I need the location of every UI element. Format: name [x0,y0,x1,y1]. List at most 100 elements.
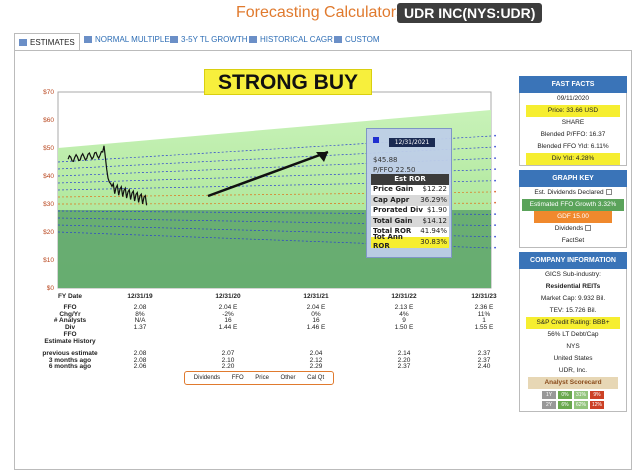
tab-estimates[interactable]: ESTIMATES [14,33,80,51]
history-cell: 2.08 [133,356,147,364]
info-exchange: NYS [566,343,580,350]
y-tick-label: $30 [43,201,54,208]
key-gdf[interactable]: GDF 15.00 [534,211,612,223]
history-row-label: previous estimate [42,350,98,357]
key-est-dividends[interactable]: Est. Dividends Declared [520,187,626,199]
chart-icon [84,36,92,44]
info-credit-rating: S&P Credit Rating: BBB+ [526,317,620,329]
info-market-cap: Market Cap: 9.932 Bil. [540,295,606,302]
legend-ffo[interactable]: FFO [231,375,244,381]
x-tick-label: 12/31/21 [303,293,329,300]
table-cell: 2.36 E [474,304,494,311]
info-tev: TEV: 15.726 Bil. [549,307,597,314]
score-row-2: 2Y 6% 62% 12% [520,401,626,409]
fast-facts-header: FAST FACTS [519,76,627,93]
tab-3-5y-tl-growth[interactable]: 3-5Y TL GROWTH [166,33,252,46]
rating-banner: STRONG BUY [204,69,372,95]
chart-icon [334,36,342,44]
y-tick-label: $60 [43,117,54,124]
history-cell: 2.37 [477,350,491,357]
table-cell: 2.04 E [218,304,238,311]
history-cell: 2.20 [397,356,411,364]
history-title: FFO [63,331,77,338]
x-tick-label: 12/31/19 [127,293,153,300]
estimate-popup: 12/31/2021 $45.88 P/FFO 22.50 Est ROR Pr… [366,128,452,258]
ror-row: Prorated Div $1.90 [373,206,447,215]
y-tick-label: $50 [43,145,54,152]
history-cell: 2.20 [221,363,235,370]
tab-historical-cagr[interactable]: HISTORICAL CAGR [245,33,337,46]
table-cell: 0% [311,310,321,318]
popup-price: $45.88 [373,156,398,164]
multiple-labels: • 22.50 • 21.00 • 19.50 • 18.00 • 16.50 • 15.… [494,134,498,252]
multiple-label: • 16.50 [494,179,498,185]
chart-icon [170,36,178,44]
multiple-label: • 15.00 [494,190,498,196]
history-cell: 2.06 [133,363,147,370]
ror-table: Est ROR Price Gain $12.22 Cap Appr 36.29% … [371,174,449,251]
y-tick-label: $20 [43,229,54,236]
table-row-label: Chg/Yr [59,310,81,318]
info-country: United States [553,355,593,362]
table-cell: 16 [312,317,320,324]
table-cell: 1.37 [133,323,147,331]
info-gics-value: Residential REITs [545,283,601,290]
table-cell: 8% [135,310,145,318]
table-cell: 2.08 [133,304,147,311]
table-cell: N/A [134,317,146,324]
checkbox-icon[interactable] [605,189,612,196]
analyst-scorecard[interactable]: Analyst Scorecard [528,377,618,389]
ror-row: Total ROR 41.94% [373,227,447,236]
history-cell: 2.14 [397,350,411,357]
ror-header: Est ROR [371,174,449,185]
ror-row: Tot Ann ROR 30.83% [371,233,449,251]
table-row-label: FFO [63,304,77,311]
multiple-label: • 18.00 [494,168,498,174]
ror-row: Price Gain $12.22 [373,185,447,194]
x-tick-label: 12/31/22 [391,293,417,300]
tab-custom[interactable]: CUSTOM [330,33,384,46]
y-tick-label: $40 [43,173,54,180]
table-cell: 11% [477,310,491,318]
history-cell: 2.07 [221,350,235,357]
history-row-label: 3 months ago [48,356,92,364]
history-row-label: 6 months ago [48,363,92,370]
company-info: GICS Sub-industry: Residential REITs Mar… [519,269,627,412]
history-cell: 2.37 [477,356,491,364]
multiple-label: • 10.50 [494,224,498,230]
trend-arrow [207,150,329,198]
legend-dividends[interactable]: Dividends [193,375,221,381]
popup-price-info: $45.88 P/FFO 22.50 [373,155,415,175]
history-cell: 2.10 [221,356,235,364]
legend-cal-qt[interactable]: Cal Qt [307,375,325,381]
table-cell: 16 [224,317,232,324]
tab-normal-multiple[interactable]: NORMAL MULTIPLE [80,33,174,46]
table-cell: 1.55 E [474,323,494,331]
key-factset: FactSet [561,237,585,244]
table-cell: 1.46 E [306,323,326,331]
info-lt-debt: 56% LT Debt/Cap [547,331,599,338]
table-cell: 1.50 E [394,323,414,331]
table-cell: 2.04 E [306,304,326,311]
multiple-label: • 22.50 [494,134,498,140]
graph-key: Est. Dividends Declared Estimated FFO Gr… [519,187,627,248]
popup-pffo: P/FFO 22.50 [373,166,416,174]
fy-date-label: FY Date [57,293,83,300]
table-cell: 1 [482,317,486,324]
table-cell: 9 [402,317,406,324]
history-cell: 2.04 [309,350,323,357]
page-title: Forecasting Calculators [236,4,405,21]
x-tick-label: 12/31/23 [471,293,497,300]
price-series [67,145,148,206]
legend-other[interactable]: Other [280,375,296,381]
history-cell: 2.37 [397,363,411,370]
header: Forecasting Calculators UDR INC(NYS:UDR) [0,0,640,26]
sidebar: FAST FACTS 09/11/2020 Price: 33.66 USD S… [519,76,627,412]
table-cell: 1.44 E [218,323,238,331]
y-tick-label: $10 [43,257,54,264]
legend-price[interactable]: Price [255,375,269,381]
checkbox-icon[interactable] [585,225,592,232]
key-ffo-growth[interactable]: Estimated FFO Growth 3.32% [522,199,624,211]
key-dividends[interactable]: Dividends [520,223,626,235]
y-axis: $70 $60 $50 $40 $30 $20 $10 $0 [43,89,54,292]
